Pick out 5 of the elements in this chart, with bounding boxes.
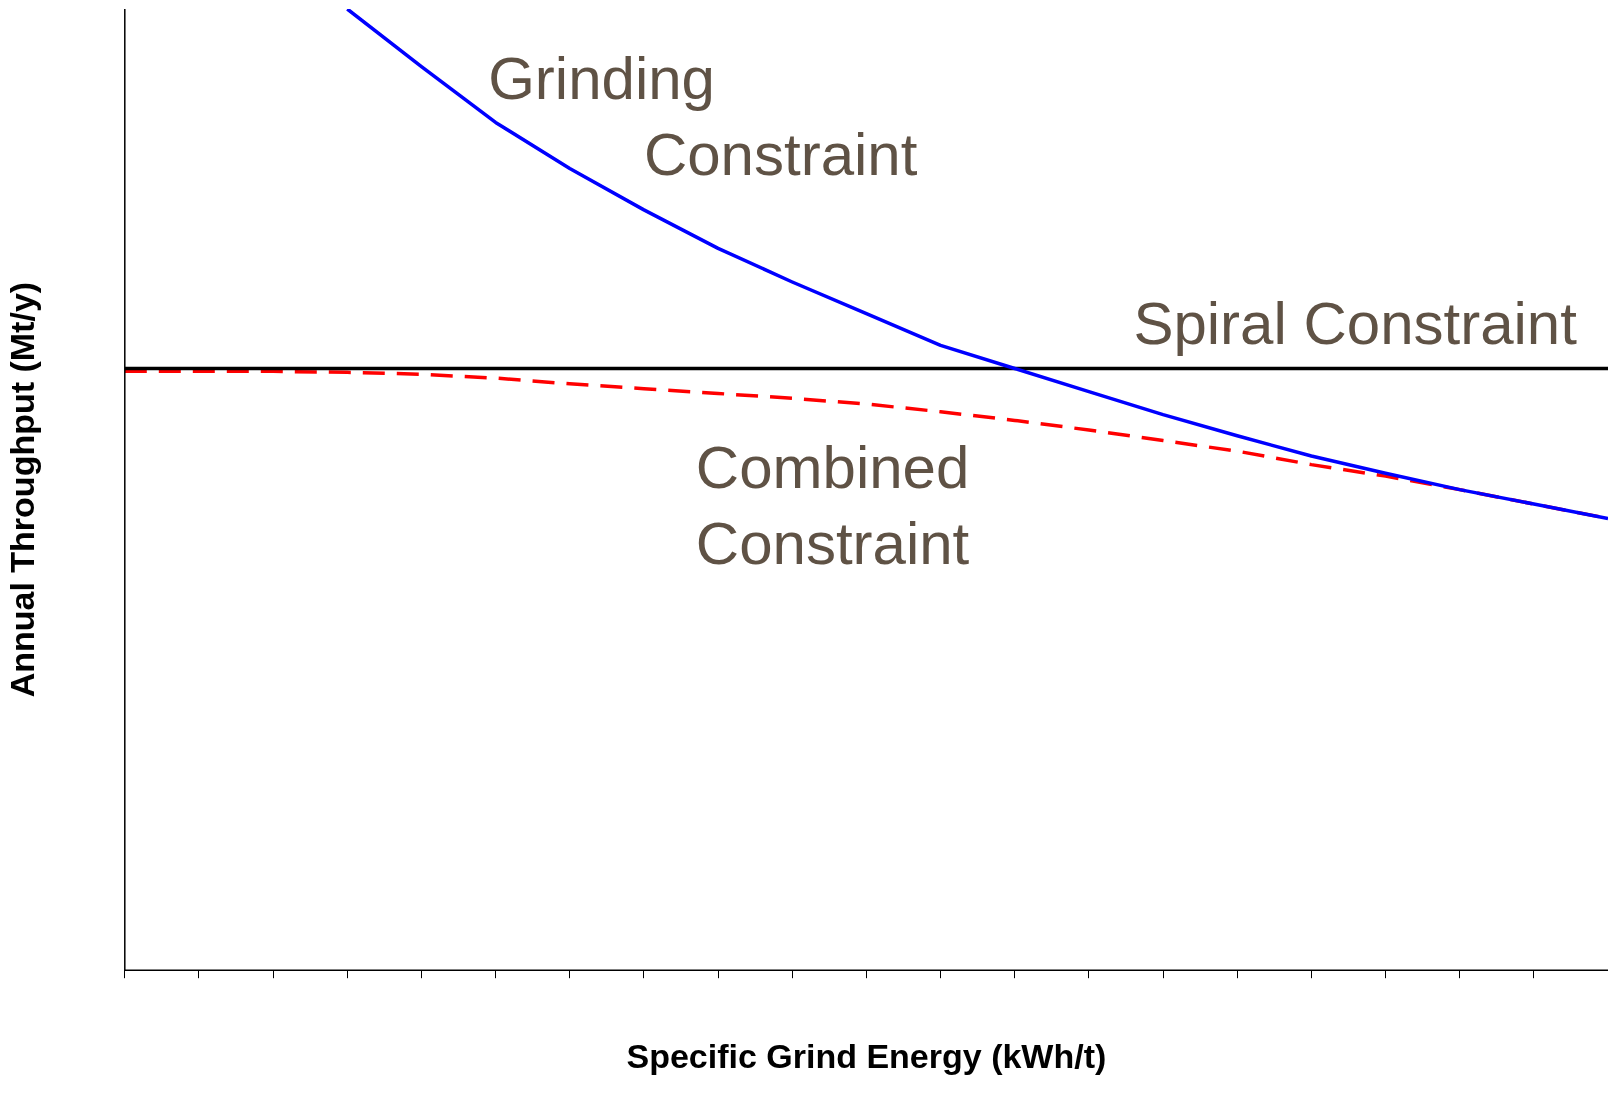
series-label: Grinding Constraint (488, 44, 918, 188)
series-label: Combined Constraint (695, 434, 970, 578)
series-label: Spiral Constraint (1133, 289, 1578, 357)
x-axis-title: Specific Grind Energy (kWh/t) (626, 1036, 1107, 1075)
y-axis-title: Annual Throughput (Mt/y) (2, 281, 41, 698)
